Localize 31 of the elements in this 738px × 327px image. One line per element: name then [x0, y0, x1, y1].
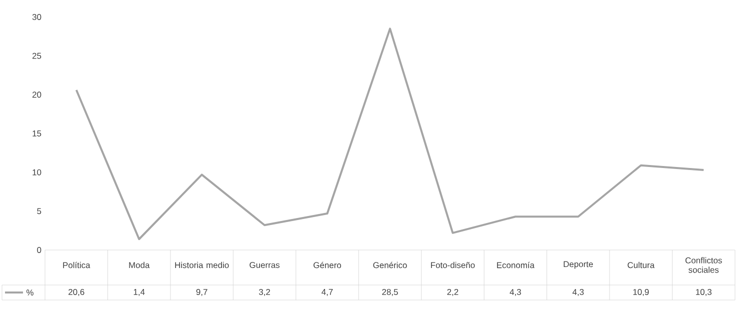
- line-series: [75, 28, 705, 240]
- x-tick-label: Historia medio: [175, 262, 229, 268]
- x-tick-label: Foto-diseño: [431, 262, 475, 268]
- data-label: 9,7: [196, 289, 208, 296]
- data-label: 10,3: [696, 289, 712, 296]
- x-tick-label: Cultura: [628, 262, 655, 268]
- x-tick-label: Guerras: [250, 262, 280, 268]
- x-tick-label: Moda: [129, 262, 150, 268]
- data-label: 20,6: [68, 289, 84, 296]
- data-label: 4,3: [572, 289, 584, 296]
- data-label: 10,9: [633, 289, 649, 296]
- data-label: 4,7: [322, 289, 333, 296]
- y-tick-label: 0: [37, 247, 42, 253]
- y-tick-label: 5: [37, 208, 42, 214]
- data-label: 1,4: [134, 289, 145, 296]
- data-label: 4,3: [510, 289, 521, 296]
- data-label: 28,5: [382, 289, 398, 296]
- data-label: 2,2: [447, 289, 458, 296]
- y-tick-label: 20: [32, 92, 42, 98]
- y-tick-label: 30: [32, 14, 42, 20]
- x-tick-label: Genérico: [373, 262, 407, 268]
- x-tick-label: Política: [63, 262, 90, 268]
- x-tick-label: Deporte: [564, 261, 593, 269]
- y-tick-label: 15: [32, 130, 42, 136]
- data-label: 3,2: [258, 289, 270, 296]
- x-tick-label: Conflictos sociales: [685, 257, 722, 273]
- x-tick-label: Economía: [497, 262, 535, 268]
- legend-label: %: [26, 290, 34, 296]
- y-tick-label: 25: [32, 52, 42, 59]
- x-tick-label: Género: [314, 262, 342, 268]
- y-tick-label: 10: [32, 169, 42, 176]
